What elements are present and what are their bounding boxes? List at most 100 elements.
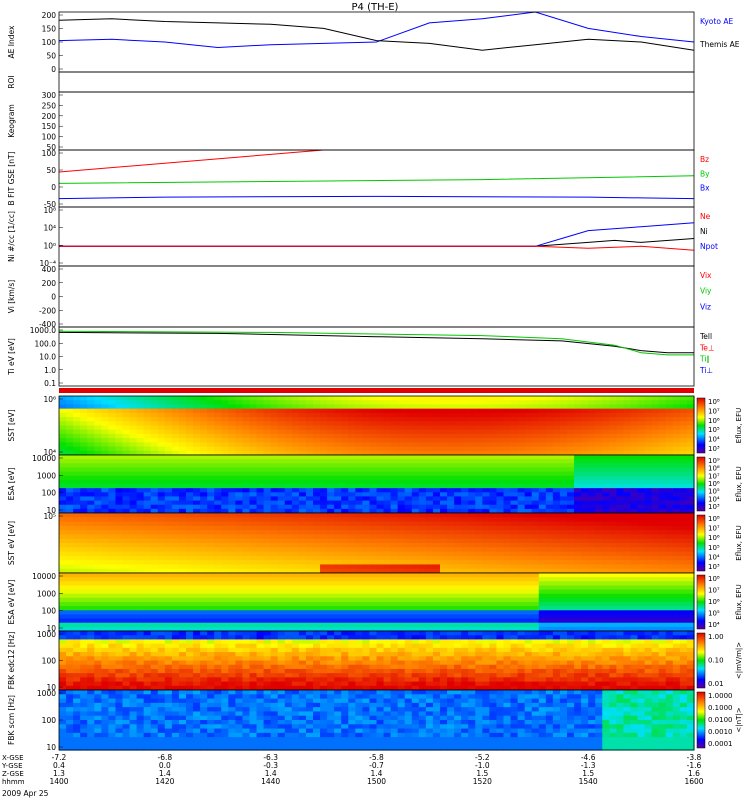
heatmap-cell [377,513,385,518]
heatmap-cell [539,472,547,477]
heatmap-cell [623,526,631,531]
heatmap-cell [377,467,385,472]
heatmap-cell [186,413,194,418]
heatmap-cell [94,598,102,603]
heatmap-cell [299,417,307,422]
heatmap-cell [398,585,406,590]
heatmap-cell [228,547,236,552]
heatmap-cell [546,606,554,611]
heatmap-cell [553,522,561,527]
heatmap-cell [221,467,229,472]
heatmap-cell [567,463,575,468]
heatmap-cell [680,463,688,468]
heatmap-cell [419,426,427,431]
heatmap-cell [250,602,258,607]
heatmap-cell [172,590,180,595]
heatmap-cell [553,619,561,624]
heatmap-cell [123,552,131,557]
heatmap-cell [108,573,116,578]
heatmap-cell [172,476,180,481]
heatmap-cell [553,564,561,569]
heatmap-cell [602,426,610,431]
heatmap-cell [144,484,152,489]
heatmap-cell [130,501,138,506]
heatmap-cell [73,484,81,489]
heatmap-cell [80,492,88,497]
heatmap-cell [447,472,455,477]
heatmap-cell [574,467,582,472]
heatmap-cell [391,619,399,624]
heatmap-cell [242,539,250,544]
heatmap-cell [384,564,392,569]
heatmap-cell [581,573,589,578]
heatmap-cell [214,455,222,460]
heatmap-cell [235,476,243,481]
heatmap-cell [623,472,631,477]
heatmap-cell [461,472,469,477]
heatmap-cell [341,610,349,615]
heatmap-cell [299,585,307,590]
heatmap-cell [313,594,321,599]
heatmap-cell [511,619,519,624]
heatmap-cell [631,539,639,544]
heatmap-cell [574,492,582,497]
colorbar-tick: 10⁶ [708,534,720,542]
heatmap-cell [207,417,215,422]
heatmap-cell [292,426,300,431]
heatmap-cell [228,396,236,401]
heatmap-cell [412,472,420,477]
heatmap-cell [151,492,159,497]
heatmap-cell [482,590,490,595]
heatmap-cell [214,585,222,590]
ytick-label: 200 [42,11,57,20]
heatmap-cell [108,413,116,418]
heatmap-cell [454,496,462,501]
heatmap-cell [659,447,667,452]
heatmap-cell [447,547,455,552]
heatmap-cell [475,590,483,595]
heatmap-cell [609,539,617,544]
heatmap-cell [355,463,363,468]
heatmap-cell [193,459,201,464]
heatmap-cell [271,455,279,460]
heatmap-cell [292,501,300,506]
heatmap-cell [638,530,646,535]
heatmap-cell [334,581,342,586]
heatmap-cell [595,513,603,518]
heatmap-cell [369,517,377,522]
heatmap-cell [461,560,469,565]
heatmap-cell [532,472,540,477]
heatmap-cell [673,530,681,535]
heatmap-cell [680,413,688,418]
heatmap-cell [405,430,413,435]
heatmap-cell [377,400,385,405]
heatmap-cell [447,501,455,506]
heatmap-cell [179,619,187,624]
heatmap-cell [137,585,145,590]
heatmap-cell [468,447,476,452]
heatmap-cell [440,513,448,518]
heatmap-cell [313,455,321,460]
heatmap-cell [362,400,370,405]
legend-bfit: By [700,169,710,178]
heatmap-cell [200,426,208,431]
heatmap-cell [137,543,145,548]
heatmap-cell [228,543,236,548]
heatmap-cell [631,552,639,557]
heatmap-cell [433,610,441,615]
heatmap-cell [355,594,363,599]
heatmap-cell [172,614,180,619]
heatmap-cell [567,426,575,431]
heatmap-cell [228,434,236,439]
heatmap-cell [638,447,646,452]
heatmap-cell [257,459,265,464]
heatmap-cell [369,602,377,607]
heatmap-cell [588,598,596,603]
heatmap-cell [377,598,385,603]
heatmap-cell [546,404,554,409]
heatmap-cell [468,505,476,510]
heatmap-cell [623,480,631,485]
heatmap-cell [158,556,166,561]
heatmap-cell [426,610,434,615]
heatmap-cell [553,610,561,615]
